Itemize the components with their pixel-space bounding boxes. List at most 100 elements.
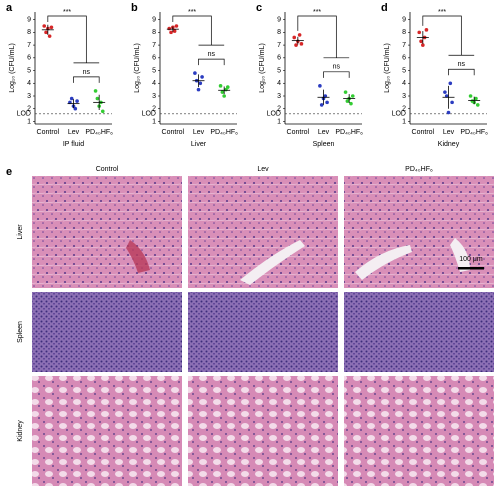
data-point (44, 30, 48, 35)
data-point (299, 42, 304, 46)
annotation: ns (458, 61, 466, 68)
x-tick-label: PD₄₀HF₆ (210, 129, 238, 136)
data-point (95, 96, 100, 101)
y-tick-label: 5 (152, 67, 156, 74)
annotation: *** (63, 9, 71, 16)
micrograph-region (203, 294, 308, 362)
y-axis-label: Log₁₀ (CFU/mL) (384, 43, 391, 93)
annotation: ns (83, 69, 91, 76)
x-axis-label: Kidney (438, 141, 460, 148)
y-tick-label: 8 (277, 29, 281, 36)
y-tick-label: 5 (277, 67, 281, 74)
annotation: *** (313, 9, 321, 16)
scale-bar-label: 100 μm (459, 256, 483, 263)
annotation: ns (208, 51, 216, 58)
panel-letter: e (6, 166, 12, 178)
y-tick-label: 2 (152, 106, 156, 113)
y-tick-label: 1 (27, 118, 31, 125)
data-point (73, 106, 78, 111)
y-tick-label: 9 (277, 16, 281, 23)
y-tick-label: 1 (277, 118, 281, 125)
x-axis-label: IP fluid (63, 141, 84, 148)
data-point (443, 90, 447, 94)
y-axis-label: Log₁₀ (CFU/mL) (134, 43, 141, 93)
y-tick-label: LOD (392, 111, 406, 118)
y-tick-label: 1 (152, 118, 156, 125)
y-tick-label: 9 (27, 16, 31, 23)
data-point (294, 43, 298, 47)
x-tick-label: Lev (193, 129, 205, 136)
panel-letter: c (256, 2, 262, 14)
y-tick-label: 2 (277, 106, 281, 113)
bracket (323, 71, 350, 78)
data-point (468, 94, 473, 98)
data-point (421, 43, 425, 47)
y-tick-label: LOD (17, 111, 31, 118)
data-point (167, 26, 172, 31)
x-tick-label: Control (287, 129, 310, 136)
y-tick-label: 3 (27, 93, 31, 100)
x-tick-label: Lev (68, 129, 80, 136)
bracket (172, 15, 212, 46)
data-point (475, 103, 480, 107)
y-tick-label: 4 (27, 80, 31, 87)
y-tick-label: LOD (267, 111, 281, 118)
y-axis-label: Log₁₀ (CFU/mL) (259, 43, 266, 93)
data-point (220, 90, 225, 94)
data-point (292, 35, 297, 40)
column-header: Control (96, 166, 119, 173)
x-axis-label: Liver (191, 141, 207, 148)
x-tick-label: Control (37, 129, 60, 136)
data-point (69, 96, 74, 101)
x-tick-label: Lev (318, 129, 330, 136)
y-tick-label: 2 (402, 106, 406, 113)
y-tick-label: 6 (277, 55, 281, 62)
data-point (343, 90, 348, 94)
micrograph (32, 176, 182, 288)
x-tick-label: Control (162, 129, 185, 136)
y-tick-label: 3 (277, 93, 281, 100)
bracket (297, 15, 337, 58)
micrograph (344, 376, 494, 486)
y-tick-label: 6 (402, 55, 406, 62)
panel-letter: d (381, 2, 388, 14)
y-tick-label: 5 (27, 67, 31, 74)
micrograph (188, 376, 338, 486)
data-point (172, 29, 177, 33)
panel-letter: a (6, 2, 13, 14)
y-axis-label: Log₁₀ (CFU/mL) (9, 43, 16, 93)
data-point (225, 85, 230, 89)
row-label: Spleen (17, 321, 24, 343)
micrograph (32, 376, 182, 486)
data-point (47, 34, 52, 38)
y-tick-label: 7 (277, 42, 281, 49)
data-point (448, 81, 453, 86)
histology-panel (32, 176, 494, 486)
data-point (222, 94, 226, 98)
vessel (240, 240, 305, 285)
data-point (93, 89, 98, 93)
y-tick-label: 1 (402, 118, 406, 125)
column-header: PD₄₀HF₆ (405, 166, 433, 173)
y-tick-label: 6 (152, 55, 156, 62)
data-point (325, 100, 329, 105)
data-point (417, 30, 422, 35)
data-point (419, 39, 423, 44)
annotation: *** (438, 9, 446, 16)
x-axis-label: Spleen (313, 141, 335, 148)
x-tick-label: PD₄₀HF₆ (335, 129, 363, 136)
data-point (297, 33, 302, 37)
y-tick-label: 9 (152, 16, 156, 23)
vessel (450, 238, 470, 272)
x-tick-label: Lev (443, 129, 455, 136)
y-tick-label: 4 (402, 80, 406, 87)
data-point (174, 24, 179, 28)
x-tick-label: Control (412, 129, 435, 136)
data-point (218, 84, 223, 88)
y-tick-label: 8 (402, 29, 406, 36)
data-point (196, 87, 201, 92)
scale-bar (458, 267, 484, 270)
data-point (450, 100, 454, 105)
y-tick-label: 3 (402, 93, 406, 100)
